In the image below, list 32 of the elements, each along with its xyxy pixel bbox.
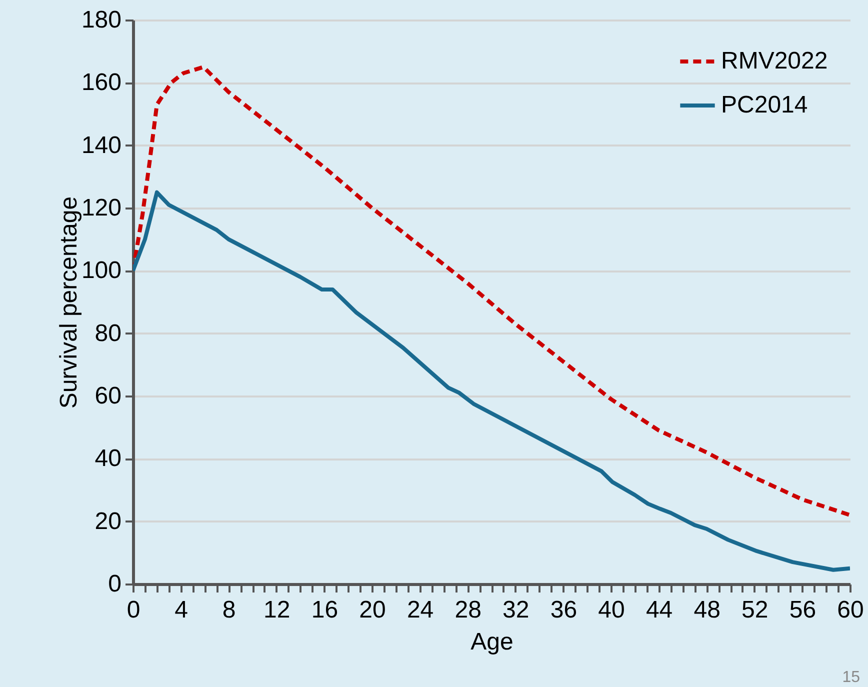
x-tick-label: 52	[742, 596, 768, 624]
y-tick-label: 140	[81, 132, 122, 159]
x-tick-label: 48	[694, 596, 720, 624]
x-tick-label: 0	[126, 596, 140, 624]
x-tick-label: 28	[454, 596, 482, 624]
y-tick-label: 0	[108, 570, 122, 598]
x-tick-label: 40	[598, 596, 625, 624]
x-tick-label: 32	[502, 596, 530, 624]
y-tick-label: 20	[94, 508, 122, 535]
x-tick-label: 16	[311, 596, 338, 624]
x-tick-label: 60	[837, 596, 864, 624]
y-axis-title: Survival percentage	[55, 196, 82, 409]
text: 15	[842, 669, 860, 686]
y-tick-label: 80	[94, 320, 122, 347]
y-tick-label: 180	[81, 6, 122, 34]
y-tick-label: 100	[81, 257, 122, 284]
y-tick-label: 60	[94, 382, 122, 410]
x-tick-label: 24	[406, 596, 434, 624]
x-tick-label: 44	[646, 596, 673, 624]
x-tick-label: 12	[264, 596, 290, 624]
y-tick-label: 40	[94, 445, 122, 472]
x-axis-title: Age	[470, 628, 514, 656]
legend-label: RMV2022	[721, 48, 828, 74]
x-tick-label: 36	[550, 596, 578, 624]
x-tick-label: 4	[174, 596, 188, 624]
legend-label: PC2014	[721, 92, 808, 118]
x-tick-label: 56	[789, 596, 816, 624]
line-series	[133, 190, 850, 572]
x-tick-label: 20	[359, 596, 386, 624]
x-tick-label: 8	[222, 596, 236, 624]
y-tick-label: 120	[81, 194, 122, 222]
y-tick-label: 160	[81, 69, 122, 96]
